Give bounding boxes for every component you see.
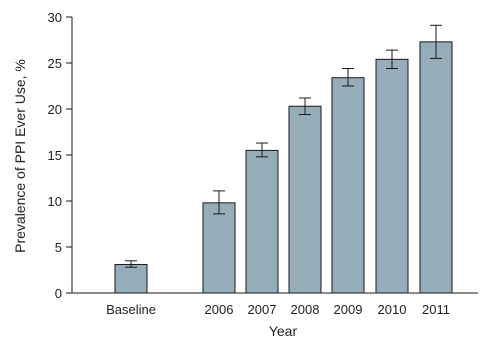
bar-2008 bbox=[288, 105, 322, 294]
error-bar-2008 bbox=[299, 97, 311, 116]
bar-2010 bbox=[375, 58, 409, 294]
bar-2006 bbox=[202, 202, 236, 294]
bar-2009 bbox=[331, 77, 365, 294]
y-tick-label: 30 bbox=[48, 10, 62, 25]
y-tick-label: 20 bbox=[48, 102, 62, 117]
axes bbox=[66, 16, 478, 294]
error-bar-2009 bbox=[342, 68, 354, 87]
x-tick-label: 2006 bbox=[205, 302, 234, 317]
bar-2011 bbox=[419, 41, 453, 294]
y-tick-label: 25 bbox=[48, 56, 62, 71]
x-tick-label: 2009 bbox=[334, 302, 363, 317]
bar-2007 bbox=[245, 149, 279, 294]
x-tick-label: Baseline bbox=[106, 302, 156, 317]
bar-baseline bbox=[114, 263, 148, 294]
x-tick-label: 2010 bbox=[378, 302, 407, 317]
bars bbox=[114, 41, 453, 294]
x-tick-label: 2008 bbox=[291, 302, 320, 317]
y-tick-label: 15 bbox=[48, 148, 62, 163]
error-bar-baseline bbox=[125, 260, 137, 268]
error-bar-2007 bbox=[256, 142, 268, 158]
y-tick-labels: 0 5 10 15 20 25 30 bbox=[48, 10, 62, 301]
x-tick-label: 2007 bbox=[248, 302, 277, 317]
error-bar-2010 bbox=[386, 49, 398, 70]
error-bar-2011 bbox=[430, 24, 442, 59]
y-tick-label: 0 bbox=[55, 286, 62, 301]
error-bar-2006 bbox=[213, 190, 225, 215]
y-axis-title: Prevalence of PPI Ever Use, % bbox=[12, 59, 28, 253]
x-axis-title: Year bbox=[269, 323, 298, 339]
x-tick-labels: Baseline 2006 2007 2008 2009 2010 2011 bbox=[106, 302, 450, 317]
error-bars bbox=[125, 24, 442, 268]
y-tick-label: 5 bbox=[55, 240, 62, 255]
x-tick-label: 2011 bbox=[422, 302, 450, 317]
y-tick-label: 10 bbox=[48, 194, 62, 209]
